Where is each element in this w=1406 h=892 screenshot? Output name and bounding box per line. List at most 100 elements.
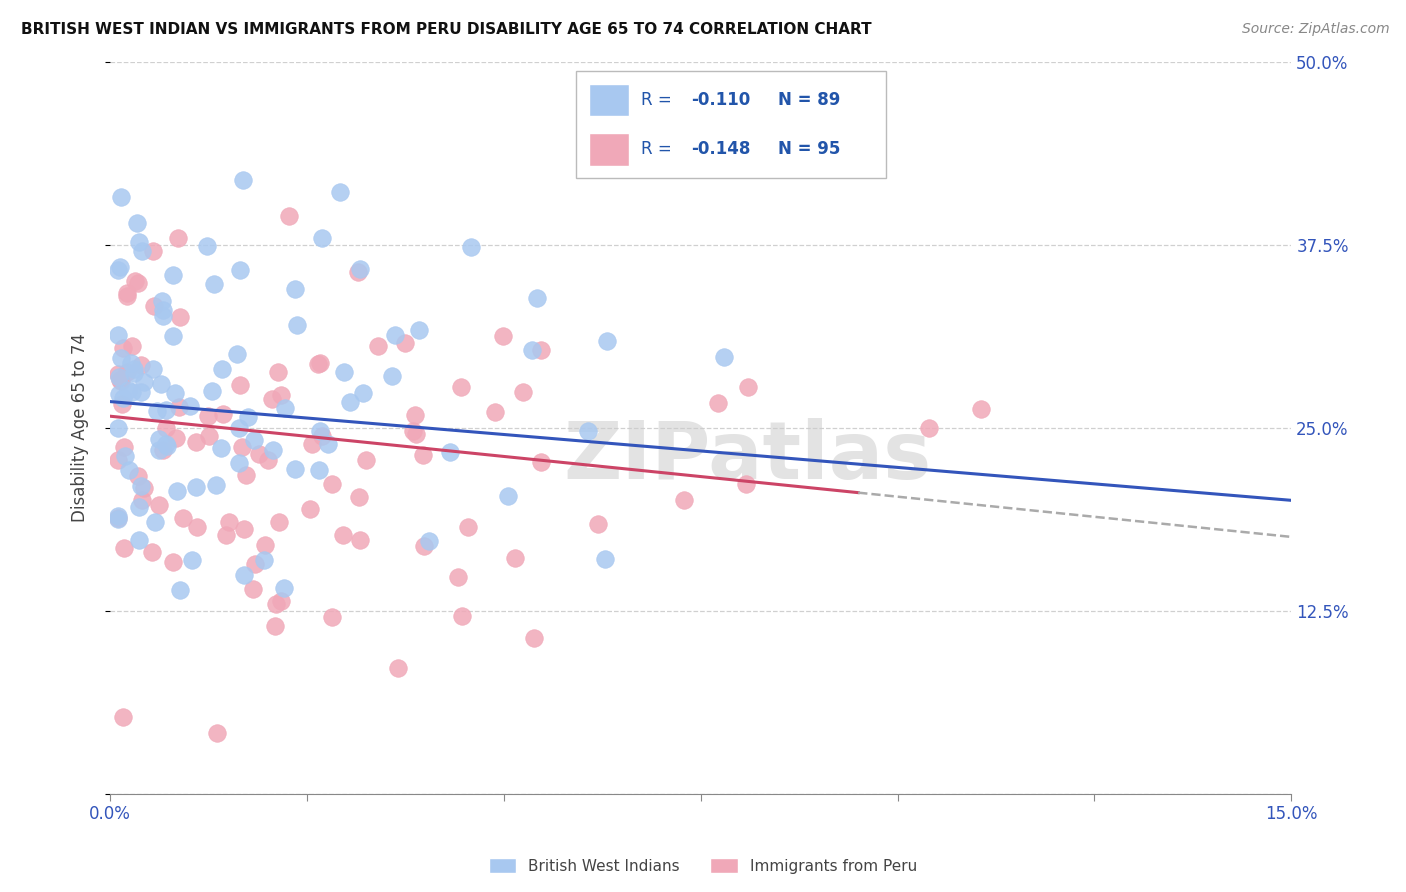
Point [107,511,129,525]
Point [349,533,371,548]
Point [121,339,143,353]
Point [520,343,543,357]
Point [121,384,143,399]
Point [131,385,153,400]
Point [128,235,150,249]
Point [115,289,138,303]
FancyBboxPatch shape [589,84,628,116]
FancyBboxPatch shape [576,71,886,178]
Text: ZIPatlas: ZIPatlas [564,418,932,496]
Point [107,511,129,525]
Point [228,421,250,435]
Point [209,442,232,456]
Point [107,263,129,277]
Point [179,399,201,413]
Point [228,456,250,470]
Point [163,386,186,401]
Point [112,441,135,455]
Text: -0.110: -0.110 [690,91,751,109]
Point [354,452,377,467]
Point [235,468,257,483]
Point [311,428,333,442]
Point [523,631,546,645]
Point [349,490,371,504]
Point [311,231,333,245]
Point [713,351,735,365]
Point [155,403,177,417]
Point [273,401,295,416]
Point [316,437,339,451]
Point [162,328,184,343]
Point [254,538,277,552]
Point [484,404,506,418]
Point [169,582,191,597]
Point [496,489,519,503]
Point [273,582,295,596]
Point [124,274,146,288]
Point [156,439,179,453]
Point [339,395,361,409]
Point [232,522,254,536]
Point [110,190,132,204]
Point [211,361,233,376]
Point [243,434,266,448]
Point [439,445,461,459]
Point [112,710,135,724]
Point [263,443,285,458]
Point [155,421,177,435]
Point [205,725,228,739]
Point [167,230,190,244]
Point [117,463,139,477]
Point [218,515,240,529]
Point [381,368,404,383]
Point [181,553,204,567]
Point [284,282,307,296]
Point [148,499,170,513]
Point [110,351,132,366]
Point [307,357,329,371]
Point [332,528,354,542]
Point [152,309,174,323]
Point [262,392,284,407]
Point [112,341,135,355]
Point [257,453,280,467]
Text: BRITISH WEST INDIAN VS IMMIGRANTS FROM PERU DISABILITY AGE 65 TO 74 CORRELATION : BRITISH WEST INDIAN VS IMMIGRANTS FROM P… [21,22,872,37]
Point [186,520,208,534]
Point [404,408,426,422]
Point [167,401,190,415]
Point [267,365,290,379]
Point [150,376,173,391]
Point [201,384,224,399]
Point [142,299,165,313]
Point [243,558,266,572]
Point [394,335,416,350]
Point [450,380,472,394]
Point [503,550,526,565]
Point [107,452,129,467]
Point [122,366,145,380]
Legend: British West Indians, Immigrants from Peru: British West Indians, Immigrants from Pe… [482,852,924,880]
Text: N = 95: N = 95 [778,141,839,159]
Point [970,402,993,417]
Point [233,568,256,582]
Point [120,356,142,370]
Point [301,437,323,451]
Point [107,509,129,524]
Point [308,463,330,477]
Point [270,594,292,608]
Point [413,539,436,553]
Point [298,502,321,516]
Point [212,408,235,422]
Point [186,480,208,494]
Point [165,431,187,445]
Point [576,424,599,438]
Text: N = 89: N = 89 [778,91,839,109]
Point [229,263,252,277]
Point [162,555,184,569]
Point [117,384,139,398]
Point [418,534,440,549]
Point [152,443,174,458]
Point [152,303,174,318]
Point [202,277,225,291]
Point [526,291,548,305]
